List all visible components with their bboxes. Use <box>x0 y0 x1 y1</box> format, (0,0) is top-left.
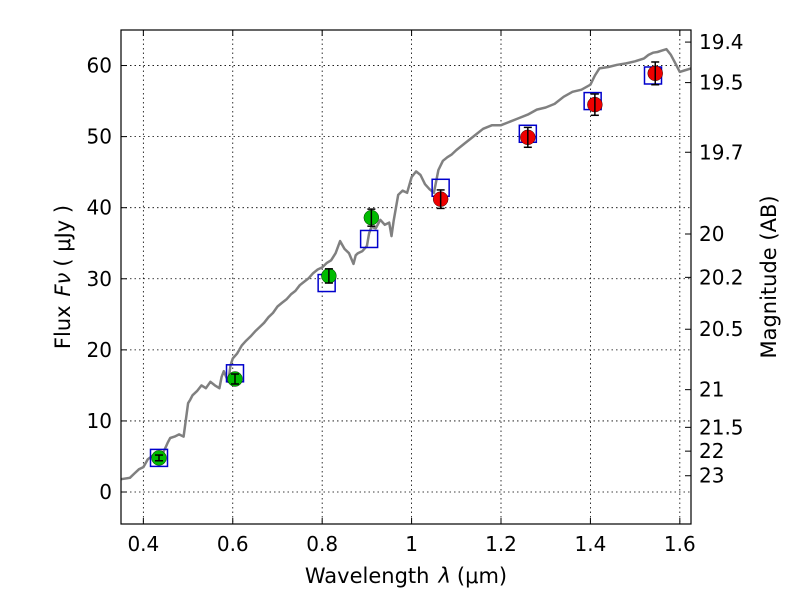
tick-layer: 0.4 0.6 0.8 1 1.2 1.4 1.6 0 10 20 30 40 50 60 19.4 19.5… <box>87 30 744 556</box>
x-tick-label: 1.4 <box>575 532 607 556</box>
magnitude-tick-label: 20.5 <box>699 317 744 341</box>
x-tick-label: 0.8 <box>306 532 338 556</box>
grid-lines <box>121 30 691 524</box>
magnitude-tick-label: 21 <box>699 378 724 402</box>
spectrum-layer <box>120 47 692 481</box>
y-tick-label: 20 <box>87 338 112 362</box>
y-tick-label: 60 <box>87 54 112 78</box>
y-axis-label: FluxFν( μJy ) <box>51 205 75 349</box>
y-tick-label: 10 <box>87 409 112 433</box>
plot-area <box>121 30 691 524</box>
x-tick-label: 1 <box>405 532 418 556</box>
magnitude-tick-label: 22 <box>699 439 724 463</box>
x-tick-label: 0.6 <box>217 532 249 556</box>
model-box-marker <box>359 229 379 249</box>
y-tick-label: 30 <box>87 267 112 291</box>
x-tick-label: 1.6 <box>664 532 696 556</box>
magnitude-tick-label: 19.4 <box>699 30 744 54</box>
magnitude-tick-label: 21.5 <box>699 415 744 439</box>
y-tick-label: 40 <box>87 196 112 220</box>
magnitude-tick-label: 20.2 <box>699 265 744 289</box>
magnitude-tick-label: 19.7 <box>699 140 744 164</box>
model-box-marker <box>149 448 169 468</box>
y-tick-label: 0 <box>99 480 112 504</box>
magnitude-tick-label: 20 <box>699 222 724 246</box>
spectrum-line <box>120 47 692 481</box>
magnitude-axis-label: Magnitude (AB) <box>757 195 781 358</box>
y-tick-label: 50 <box>87 125 112 149</box>
marker-layer <box>149 61 663 468</box>
magnitude-tick-label: 23 <box>699 464 724 488</box>
x-tick-label: 1.2 <box>485 532 517 556</box>
x-axis-label: Wavelength λ (μm) <box>305 564 507 588</box>
magnitude-tick-label: 19.5 <box>699 71 744 95</box>
x-tick-label: 0.4 <box>127 532 159 556</box>
